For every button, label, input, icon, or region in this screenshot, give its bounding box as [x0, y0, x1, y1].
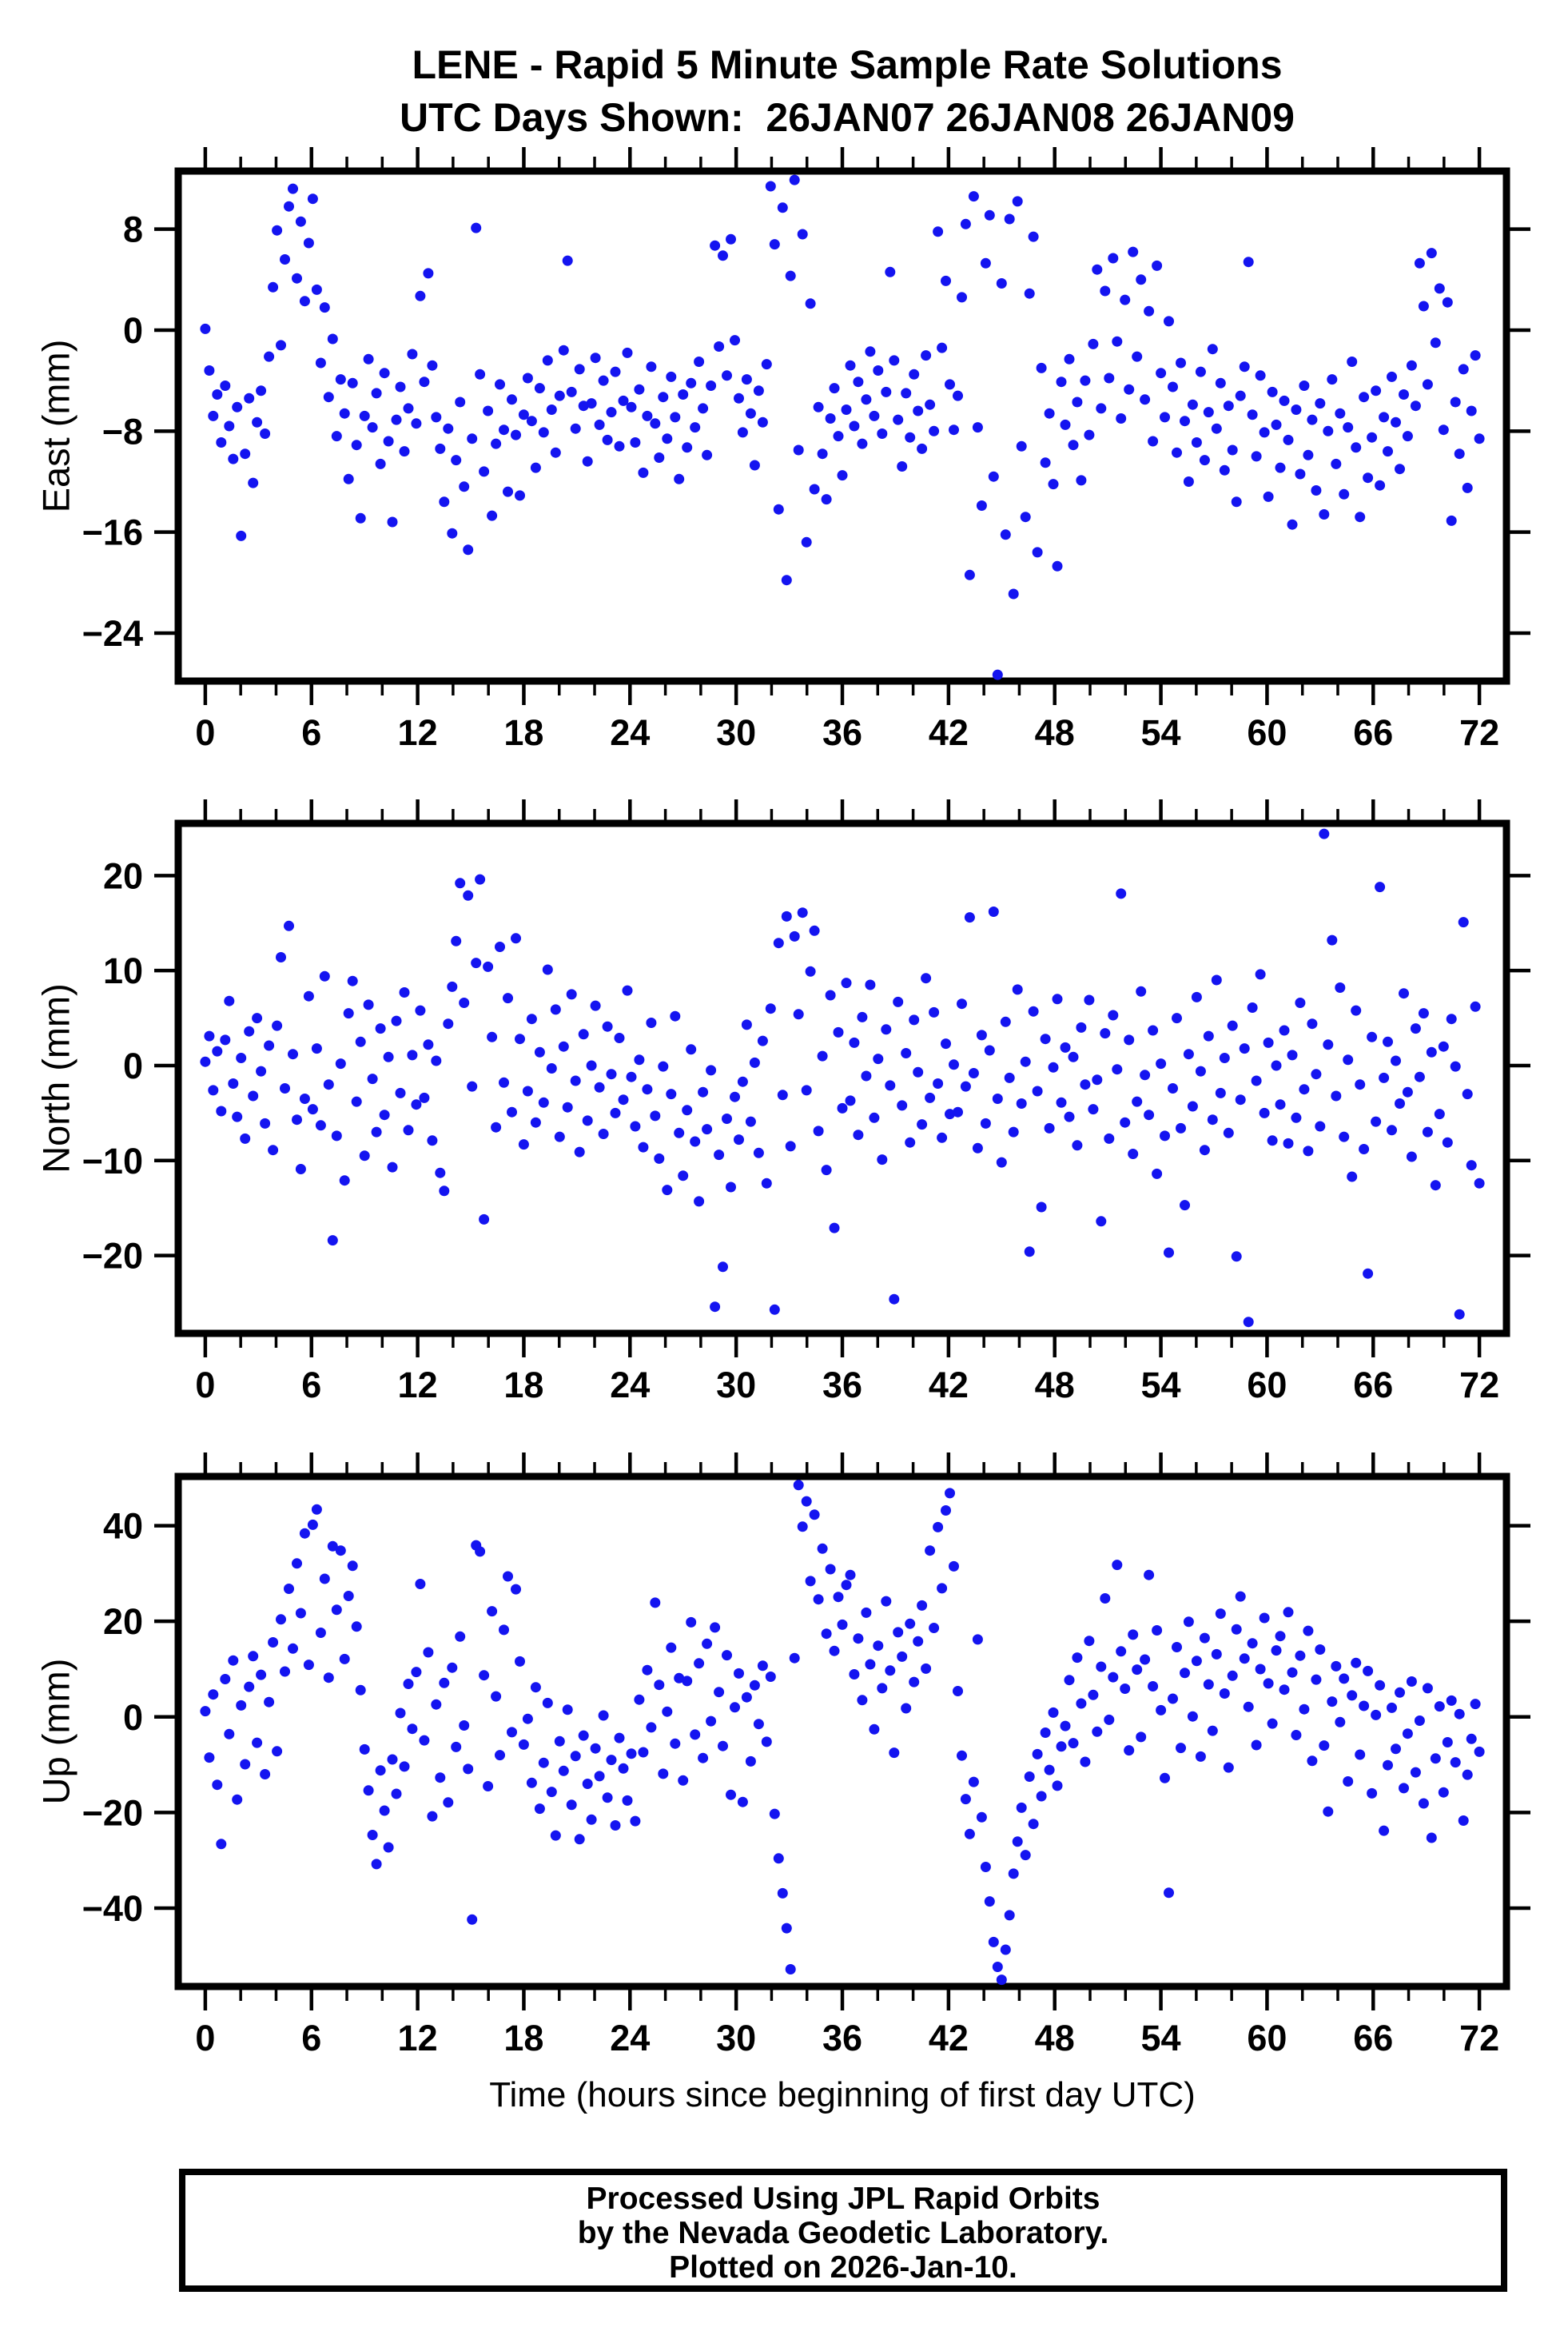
y-tick-label: −8: [102, 411, 143, 452]
x-tick-label: 72: [1459, 2018, 1499, 2058]
x-tick-label: 72: [1459, 1365, 1499, 1405]
x-tick-label: 6: [301, 712, 321, 753]
y-tick-label: 8: [123, 209, 143, 250]
y-tick-label: −16: [82, 512, 143, 553]
x-tick-label: 42: [929, 712, 969, 753]
x-tick-label: 30: [716, 712, 756, 753]
x-tick-label: 24: [610, 1365, 650, 1405]
scatter-points-up: [200, 1480, 1485, 1986]
footer-box: Processed Using JPL Rapid Orbits by the …: [179, 2169, 1507, 2292]
x-tick-label: 48: [1035, 712, 1075, 753]
x-tick-label: 12: [398, 712, 438, 753]
x-tick-label: 54: [1141, 1365, 1181, 1405]
y-tick-label: 0: [123, 1046, 143, 1086]
panel-east: 0 6 12 18 24 30 36 42 48 54 60 66 72 8 0 −8 −16 −24: [82, 147, 1530, 753]
x-tick-label: 24: [610, 712, 650, 753]
x-tick-label: 18: [503, 2018, 543, 2058]
y-tick-label: −20: [82, 1792, 143, 1833]
x-tick-label: 60: [1247, 2018, 1287, 2058]
x-tick-label: 30: [716, 1365, 756, 1405]
x-tick-label: 6: [301, 1365, 321, 1405]
x-tick-label: 42: [929, 2018, 969, 2058]
x-tick-label: 54: [1141, 712, 1181, 753]
y-tick-label: −20: [82, 1236, 143, 1277]
x-tick-label: 0: [195, 1365, 215, 1405]
x-tick-label: 30: [716, 2018, 756, 2058]
x-axis-label: Time (hours since beginning of first day…: [489, 2075, 1196, 2114]
y-tick-label: 20: [103, 855, 143, 896]
y-tick-label: −40: [82, 1888, 143, 1929]
x-tick-label: 54: [1141, 2018, 1181, 2058]
x-tick-label: 66: [1353, 712, 1393, 753]
x-tick-label: 48: [1035, 2018, 1075, 2058]
figure-title-line-1: LENE - Rapid 5 Minute Sample Rate Soluti…: [412, 42, 1283, 87]
x-tick-label: 24: [610, 2018, 650, 2058]
x-tick-label: 42: [929, 1365, 969, 1405]
scatter-points-north: [200, 828, 1485, 1328]
y-tick-label: 10: [103, 950, 143, 991]
x-tick-label: 6: [301, 2018, 321, 2058]
x-tick-label: 36: [822, 712, 862, 753]
x-tick-label: 0: [195, 712, 215, 753]
x-tick-label: 0: [195, 2018, 215, 2058]
x-tick-label: 66: [1353, 2018, 1393, 2058]
x-tick-label: 60: [1247, 1365, 1287, 1405]
panel-up: 0 6 12 18 24 30 36 42 48 54 60 66 72 40 20 0 −20 −40: [82, 1452, 1530, 2058]
x-tick-label: 48: [1035, 1365, 1075, 1405]
footer-line-3: Plotted on 2026-Jan-10.: [669, 2250, 1017, 2285]
x-tick-label: 36: [822, 1365, 862, 1405]
footer-line-1: Processed Using JPL Rapid Orbits: [586, 2182, 1100, 2216]
x-tick-label: 66: [1353, 1365, 1393, 1405]
y-tick-label: 0: [123, 310, 143, 351]
x-tick-label: 18: [503, 712, 543, 753]
y-tick-label: 0: [123, 1697, 143, 1738]
y-tick-label: −24: [82, 613, 143, 654]
y-tick-label: −10: [82, 1141, 143, 1181]
x-tick-label: 12: [398, 1365, 438, 1405]
x-tick-label: 72: [1459, 712, 1499, 753]
x-tick-label: 12: [398, 2018, 438, 2058]
scatter-points-east: [200, 174, 1485, 680]
footer-line-2: by the Nevada Geodetic Laboratory.: [577, 2216, 1109, 2250]
y-tick-label: 40: [103, 1506, 143, 1547]
x-tick-label: 36: [822, 2018, 862, 2058]
x-tick-label: 60: [1247, 712, 1287, 753]
figure-title-line-2: UTC Days Shown: 26JAN07 26JAN08 26JAN09: [400, 95, 1295, 140]
y-tick-label: 20: [103, 1601, 143, 1642]
panel-north: 0 6 12 18 24 30 36 42 48 54 60 66 72 20 10 0 −10 −20: [82, 799, 1530, 1405]
x-tick-label: 18: [503, 1365, 543, 1405]
